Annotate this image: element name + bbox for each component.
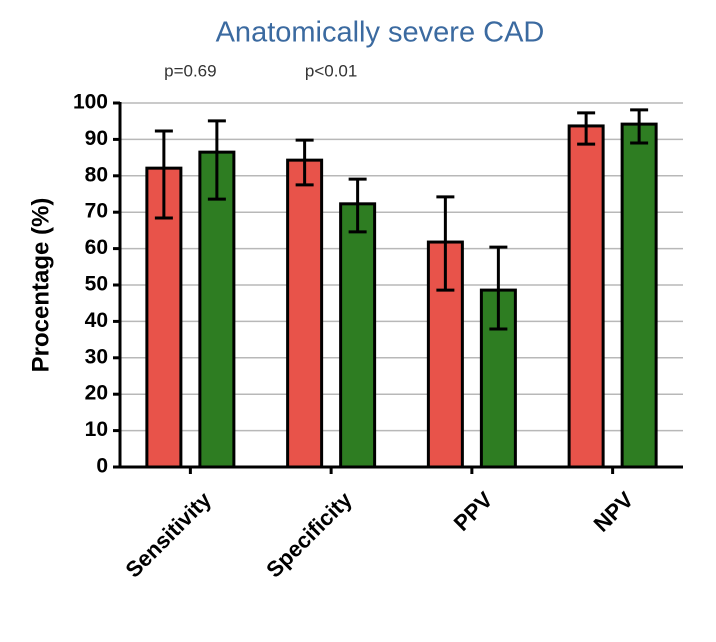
annotation: p=0.69 bbox=[164, 61, 216, 80]
x-tick-label: NPV bbox=[589, 487, 639, 537]
y-tick-label: 90 bbox=[85, 127, 108, 150]
y-tick-label: 40 bbox=[85, 309, 108, 332]
y-tick-label: 100 bbox=[73, 91, 108, 114]
bar bbox=[339, 202, 377, 469]
bar bbox=[198, 150, 236, 469]
annotation: p<0.01 bbox=[305, 61, 357, 80]
y-tick-label: 80 bbox=[85, 163, 108, 186]
x-tick-label: Sensitivity bbox=[121, 486, 217, 582]
y-tick-label: 70 bbox=[85, 200, 108, 223]
y-tick-label: 50 bbox=[85, 273, 108, 296]
bar bbox=[426, 240, 464, 469]
y-tick-label: 10 bbox=[85, 418, 108, 441]
y-axis-label: Procentage (%) bbox=[27, 198, 54, 373]
y-tick-label: 20 bbox=[85, 382, 108, 405]
bar bbox=[620, 122, 658, 469]
chart-title: Anatomically severe CAD bbox=[216, 17, 545, 49]
x-tick-label: PPV bbox=[449, 487, 498, 536]
y-tick-label: 30 bbox=[85, 345, 108, 368]
y-tick-label: 60 bbox=[85, 236, 108, 259]
x-tick-label: Specificity bbox=[261, 486, 357, 582]
bar bbox=[567, 124, 605, 469]
y-tick-label: 0 bbox=[96, 455, 108, 478]
bar bbox=[286, 158, 324, 469]
